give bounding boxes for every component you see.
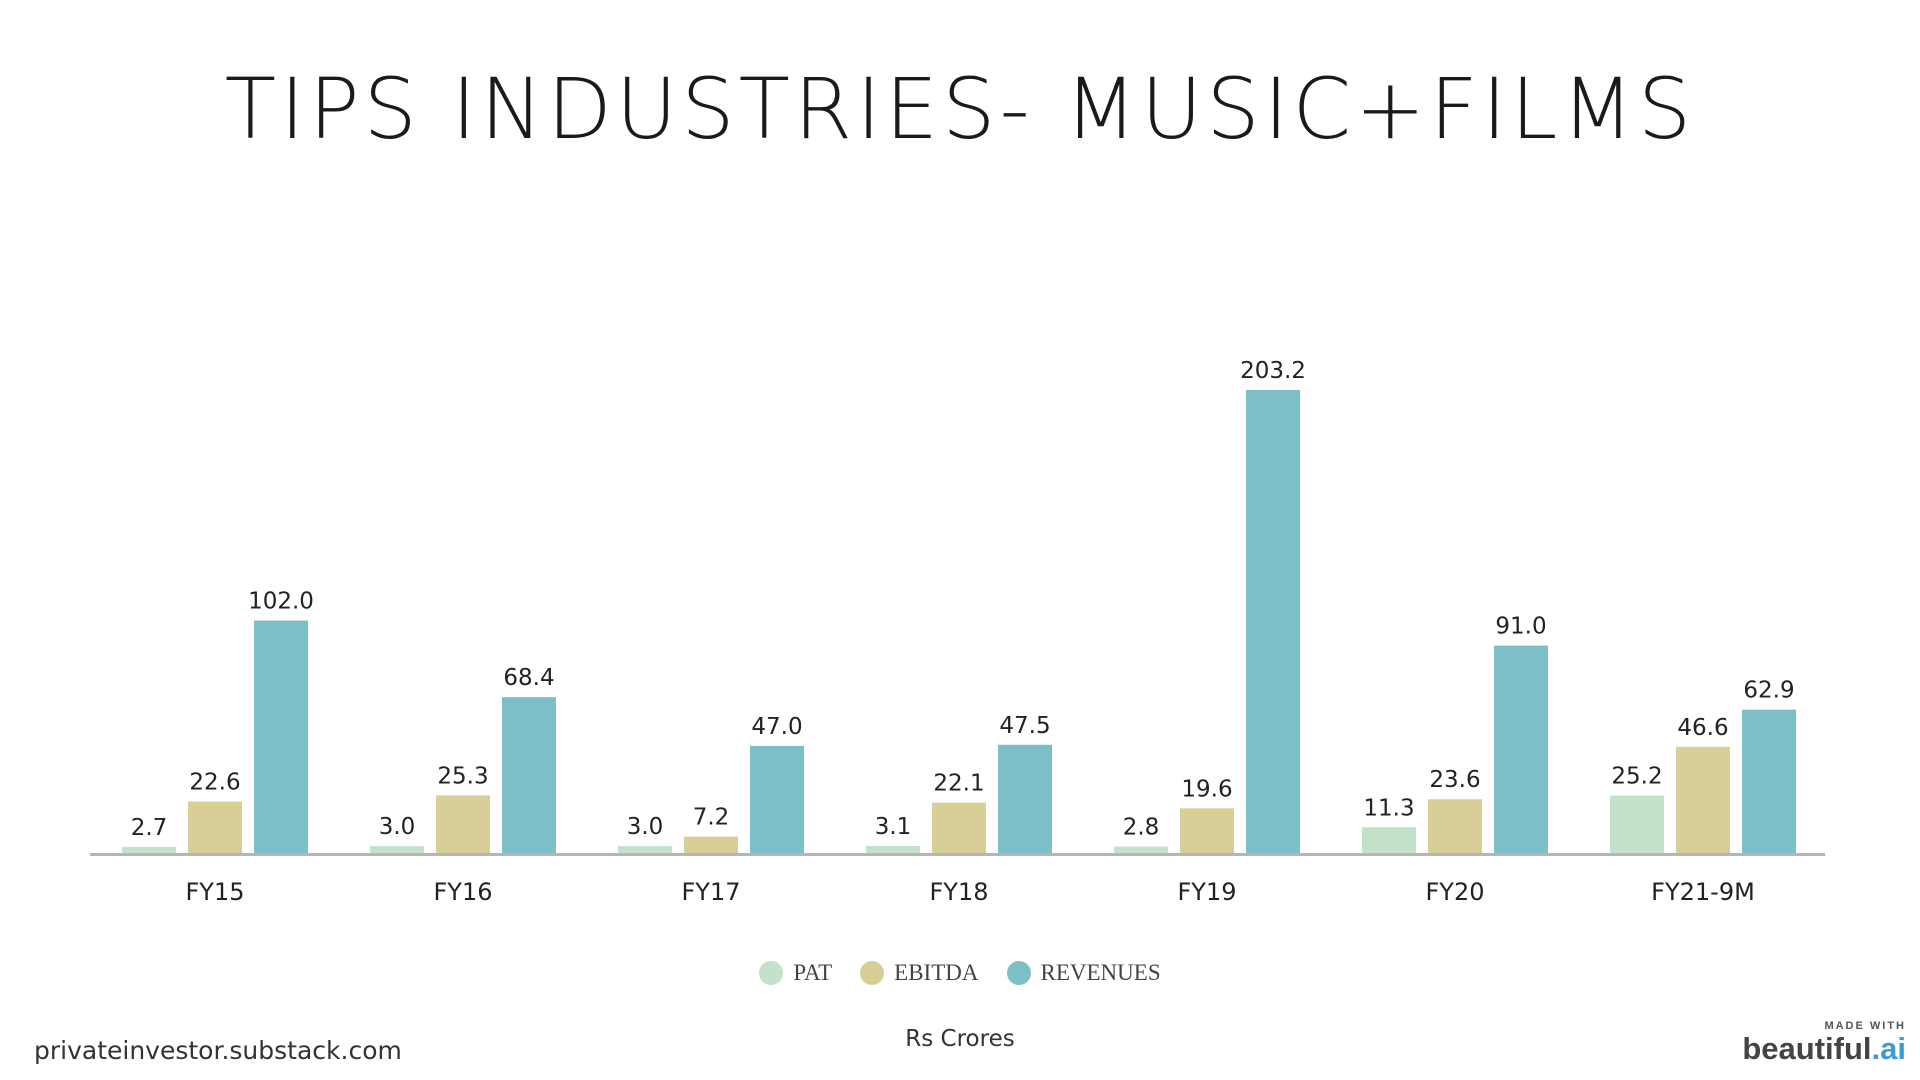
bar-pat-fy16 bbox=[370, 846, 424, 853]
legend-item-pat: PAT bbox=[759, 960, 832, 986]
x-tick-label-fy19: FY19 bbox=[1177, 878, 1236, 906]
units-label: Rs Crores bbox=[905, 1026, 1015, 1052]
data-label-revenues-fy16: 68.4 bbox=[503, 665, 554, 691]
bar-revenues-fy19 bbox=[1246, 390, 1300, 853]
legend: PAT EBITDA REVENUES bbox=[0, 960, 1920, 986]
data-label-ebitda-fy17: 7.2 bbox=[693, 805, 730, 831]
data-label-ebitda-fy16: 25.3 bbox=[437, 763, 488, 789]
bar-revenues-fy16 bbox=[502, 697, 556, 853]
bar-ebitda-fy18 bbox=[932, 802, 986, 853]
legend-label-ebitda: EBITDA bbox=[894, 960, 979, 985]
data-label-pat-fy16: 3.0 bbox=[379, 814, 416, 840]
data-label-revenues-fy18: 47.5 bbox=[999, 713, 1050, 739]
bar-ebitda-fy20 bbox=[1428, 799, 1482, 853]
bar-pat-fy17 bbox=[618, 846, 672, 853]
brand-name: beautiful.ai bbox=[1742, 1031, 1906, 1066]
data-label-ebitda-fy15: 22.6 bbox=[189, 770, 240, 796]
footer-source[interactable]: privateinvestor.substack.com bbox=[34, 1036, 402, 1065]
data-label-pat-fy18: 3.1 bbox=[875, 814, 912, 840]
chart-title: TIPS INDUSTRIES- MUSIC+FILMS bbox=[224, 60, 1696, 158]
data-label-revenues-fy15: 102.0 bbox=[248, 589, 314, 615]
x-tick-label-fy18: FY18 bbox=[929, 878, 988, 906]
data-label-revenues-fy17: 47.0 bbox=[751, 714, 802, 740]
bar-pat-fy18 bbox=[866, 845, 920, 853]
brand-made-with: MADE WITH bbox=[1824, 1020, 1906, 1032]
brand-name-main: beautiful bbox=[1742, 1031, 1872, 1066]
x-tick-label-fy21-9m: FY21-9M bbox=[1651, 878, 1755, 906]
bar-ebitda-fy17 bbox=[684, 836, 738, 853]
data-label-revenues-fy19: 203.2 bbox=[1240, 358, 1306, 384]
bar-ebitda-fy15 bbox=[188, 801, 242, 853]
data-label-ebitda-fy18: 22.1 bbox=[933, 771, 984, 797]
data-label-pat-fy19: 2.8 bbox=[1123, 815, 1160, 841]
x-tick-label-fy17: FY17 bbox=[681, 878, 740, 906]
data-label-ebitda-fy20: 23.6 bbox=[1429, 767, 1480, 793]
bar-revenues-fy18 bbox=[998, 744, 1052, 853]
data-label-revenues-fy21-9m: 62.9 bbox=[1743, 678, 1794, 704]
bar-revenues-fy17 bbox=[750, 745, 804, 853]
x-tick-label-fy16: FY16 bbox=[433, 878, 492, 906]
bar-revenues-fy15 bbox=[254, 620, 308, 853]
data-label-revenues-fy20: 91.0 bbox=[1495, 614, 1546, 640]
brand-logo[interactable]: MADE WITH beautiful.ai bbox=[1742, 1020, 1906, 1066]
legend-swatch-revenues bbox=[1006, 961, 1031, 985]
legend-label-revenues: REVENUES bbox=[1040, 960, 1161, 985]
bar-pat-fy19 bbox=[1114, 846, 1168, 853]
bar-ebitda-fy19 bbox=[1180, 808, 1234, 853]
data-label-ebitda-fy19: 19.6 bbox=[1181, 776, 1232, 802]
data-label-pat-fy17: 3.0 bbox=[627, 814, 664, 840]
bar-revenues-fy21-9m bbox=[1742, 709, 1796, 853]
bar-ebitda-fy16 bbox=[436, 795, 490, 853]
data-label-pat-fy21-9m: 25.2 bbox=[1611, 764, 1662, 790]
bar-pat-fy21-9m bbox=[1610, 795, 1664, 853]
bar-revenues-fy20 bbox=[1494, 645, 1548, 853]
bar-ebitda-fy21-9m bbox=[1676, 746, 1730, 853]
legend-item-revenues: REVENUES bbox=[1006, 960, 1161, 986]
legend-item-ebitda: EBITDA bbox=[860, 960, 979, 986]
legend-swatch-ebitda bbox=[860, 961, 885, 985]
legend-swatch-pat bbox=[759, 961, 784, 985]
x-tick-label-fy15: FY15 bbox=[185, 878, 244, 906]
data-label-pat-fy20: 11.3 bbox=[1363, 795, 1414, 821]
x-tick-label-fy20: FY20 bbox=[1425, 878, 1484, 906]
legend-label-pat: PAT bbox=[793, 960, 833, 985]
bar-pat-fy15 bbox=[122, 846, 176, 853]
data-label-ebitda-fy21-9m: 46.6 bbox=[1677, 715, 1728, 741]
brand-name-suffix: .ai bbox=[1871, 1031, 1906, 1066]
data-label-pat-fy15: 2.7 bbox=[131, 815, 168, 841]
bar-pat-fy20 bbox=[1362, 827, 1416, 853]
